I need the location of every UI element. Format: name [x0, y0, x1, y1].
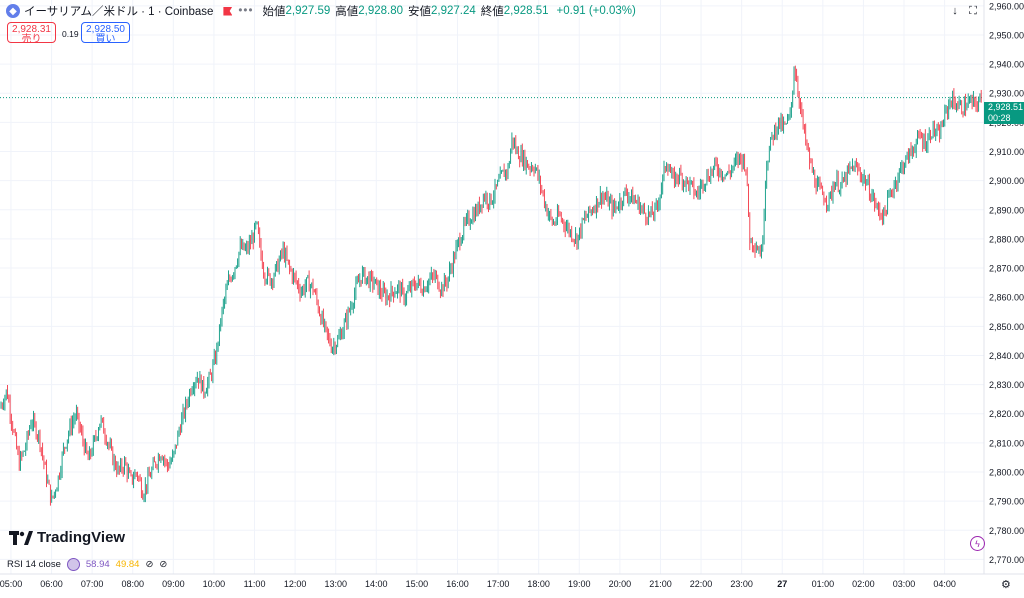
y-tick-label: 2,960.00 — [989, 1, 1024, 11]
symbol-title[interactable]: イーサリアム／米ドル · 1 · Coinbase — [24, 6, 214, 18]
sell-price: 2,928.31 — [12, 24, 51, 35]
x-tick-label: 15:00 — [406, 579, 429, 589]
y-tick-label: 2,840.00 — [989, 351, 1024, 361]
y-tick-label: 2,900.00 — [989, 176, 1024, 186]
x-tick-label: 27 — [777, 579, 787, 589]
rsi-indicator-icon — [66, 558, 80, 571]
y-tick-label: 2,930.00 — [989, 89, 1024, 99]
x-tick-label: 08:00 — [121, 579, 144, 589]
tradingview-mark-icon — [9, 530, 33, 545]
x-tick-label: 06:00 — [40, 579, 63, 589]
x-tick-label: 19:00 — [568, 579, 591, 589]
more-icon[interactable]: ••• — [238, 5, 254, 17]
download-icon[interactable]: ↓ — [952, 5, 958, 17]
rsi-label: RSI 14 close — [7, 559, 61, 570]
spread-value: 0.19 — [62, 29, 79, 39]
settings-circle-icon[interactable]: ⊘ — [159, 559, 168, 570]
x-tick-label: 11:00 — [244, 579, 266, 589]
x-tick-label: 18:00 — [527, 579, 550, 589]
low-value: 2,927.24 — [431, 5, 476, 17]
hide-icon[interactable]: ⊘ — [145, 559, 154, 570]
x-tick-label: 10:00 — [203, 579, 226, 589]
x-tick-label: 01:00 — [812, 579, 835, 589]
candles — [0, 65, 982, 506]
y-tick-label: 2,890.00 — [989, 205, 1024, 215]
x-tick-label: 17:00 — [487, 579, 510, 589]
open-value: 2,927.59 — [285, 5, 331, 17]
price-axis[interactable]: 2,770.00 2,780.00 2,790.00 2,800.00 2,810.00… — [983, 0, 1024, 574]
y-tick-label: 2,800.00 — [989, 468, 1024, 478]
lightning-icon[interactable]: ϟ — [970, 536, 985, 551]
y-tick-label: 2,860.00 — [989, 293, 1024, 303]
x-tick-label: 05:00 — [0, 579, 22, 589]
close-label: 終値 — [480, 6, 504, 18]
x-tick-label: 03:00 — [893, 579, 916, 589]
last-price-tag: 2,928.51 00:28 — [984, 102, 1024, 124]
open-label: 始値 — [262, 6, 286, 18]
symbol-header: ◆ イーサリアム／米ドル · 1 · Coinbase ••• 始値 2,927… — [6, 3, 636, 19]
x-tick-label: 14:00 — [365, 579, 388, 589]
countdown: 00:28 — [988, 113, 1011, 123]
low-label: 安値 — [408, 6, 432, 18]
rsi-ma-value: 49.84 — [115, 559, 140, 570]
flag-icon[interactable] — [223, 6, 233, 16]
buy-label: 買い — [95, 34, 116, 45]
y-tick-label: 2,910.00 — [989, 147, 1024, 157]
high-value: 2,928.80 — [358, 5, 404, 17]
x-tick-label: 20:00 — [609, 579, 632, 589]
rsi-value: 58.94 — [85, 559, 110, 570]
y-tick-label: 2,810.00 — [989, 438, 1024, 448]
rsi-legend[interactable]: RSI 14 close 58.94 49.84 ⊘ ⊘ — [7, 558, 167, 571]
fullscreen-icon[interactable]: ⛶ — [969, 4, 977, 17]
sell-label: 売り — [21, 34, 42, 45]
gear-icon[interactable]: ⚙ — [1001, 579, 1011, 591]
logo-text: TradingView — [37, 529, 126, 546]
close-value: 2,928.51 — [503, 5, 549, 17]
x-tick-label: 07:00 — [81, 579, 104, 589]
y-tick-label: 2,790.00 — [989, 497, 1024, 507]
x-tick-label: 12:00 — [284, 579, 307, 589]
x-tick-label: 22:00 — [690, 579, 713, 589]
y-tick-label: 2,940.00 — [989, 60, 1024, 70]
last-price: 2,928.51 — [988, 102, 1024, 112]
sell-button[interactable]: 2,928.31 売り — [7, 22, 56, 45]
ethereum-icon: ◆ — [6, 4, 20, 18]
x-tick-label: 21:00 — [649, 579, 672, 589]
x-tick-label: 04:00 — [933, 579, 956, 589]
x-tick-label: 09:00 — [162, 579, 185, 589]
x-tick-label: 23:00 — [730, 579, 753, 589]
high-label: 高値 — [335, 6, 359, 18]
buy-price: 2,928.50 — [86, 24, 125, 35]
change-value: +0.91 (+0.03%) — [556, 5, 636, 17]
y-tick-label: 2,820.00 — [989, 409, 1024, 419]
time-axis[interactable]: 05:00 06:00 07:00 08:00 09:00 10:00 11:00 12:00… — [0, 573, 1024, 589]
x-tick-label: 13:00 — [324, 579, 347, 589]
y-tick-label: 2,830.00 — [989, 380, 1024, 390]
buy-button[interactable]: 2,928.50 買い — [81, 22, 130, 45]
y-tick-label: 2,850.00 — [989, 322, 1024, 332]
x-tick-label: 16:00 — [446, 579, 469, 589]
y-tick-label: 2,950.00 — [989, 30, 1024, 40]
y-tick-label: 2,880.00 — [989, 234, 1024, 244]
x-tick-label: 02:00 — [852, 579, 875, 589]
tradingview-logo[interactable]: TradingView — [9, 529, 125, 546]
y-tick-label: 2,770.00 — [989, 555, 1024, 565]
y-tick-label: 2,870.00 — [989, 264, 1024, 274]
y-tick-label: 2,780.00 — [989, 526, 1024, 536]
